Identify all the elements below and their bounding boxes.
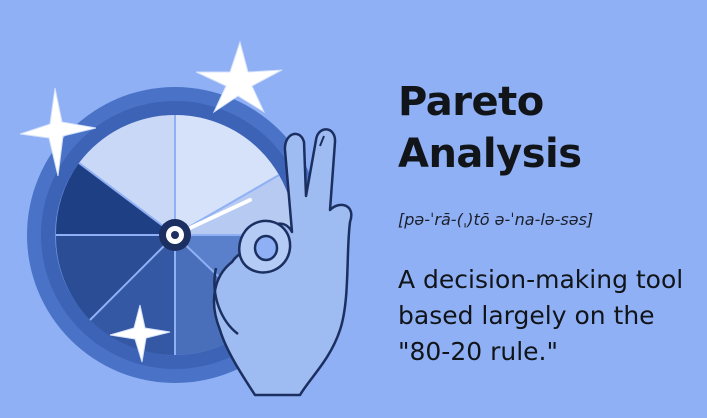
ok-hand-icon [212, 128, 353, 397]
pareto-illustration [19, 40, 353, 397]
page-title: Pareto Analysis [398, 79, 582, 177]
definition: A decision-making tool based largely on … [398, 265, 684, 366]
sparkle-icon [19, 40, 283, 363]
dial-wheel-icon [27, 87, 323, 383]
pronunciation: [pə-ˈrā-(ˌ)tō ə-ˈna-lə-səs] [398, 210, 594, 229]
